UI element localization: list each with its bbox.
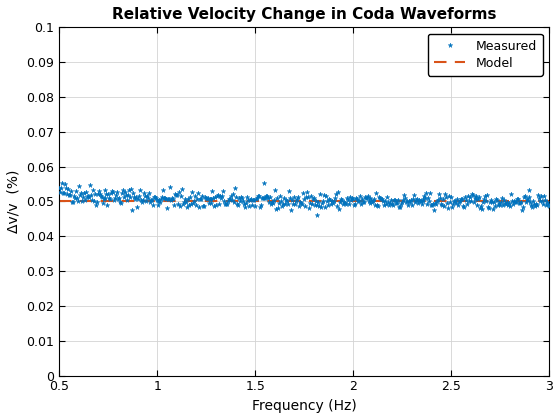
Measured <box>536 196 543 201</box>
Measured <box>459 203 466 208</box>
Model <box>56 199 63 204</box>
Line: Measured: Measured <box>57 181 552 218</box>
Model <box>534 199 541 204</box>
X-axis label: Frequency (Hz): Frequency (Hz) <box>252 399 357 413</box>
Measured <box>56 186 63 191</box>
Model <box>288 199 295 204</box>
Measured <box>313 213 320 218</box>
Model <box>321 199 328 204</box>
Model <box>292 199 298 204</box>
Model <box>458 199 464 204</box>
Measured <box>323 194 330 199</box>
Measured <box>349 196 356 201</box>
Model <box>348 199 354 204</box>
Title: Relative Velocity Change in Coda Waveforms: Relative Velocity Change in Coda Wavefor… <box>112 7 497 22</box>
Measured <box>290 201 296 206</box>
Measured <box>292 199 299 204</box>
Measured <box>261 181 268 186</box>
Model <box>546 199 553 204</box>
Y-axis label: Δv/v  (%): Δv/v (%) <box>7 170 21 233</box>
Measured <box>546 204 553 209</box>
Legend: Measured, Model: Measured, Model <box>428 34 543 76</box>
